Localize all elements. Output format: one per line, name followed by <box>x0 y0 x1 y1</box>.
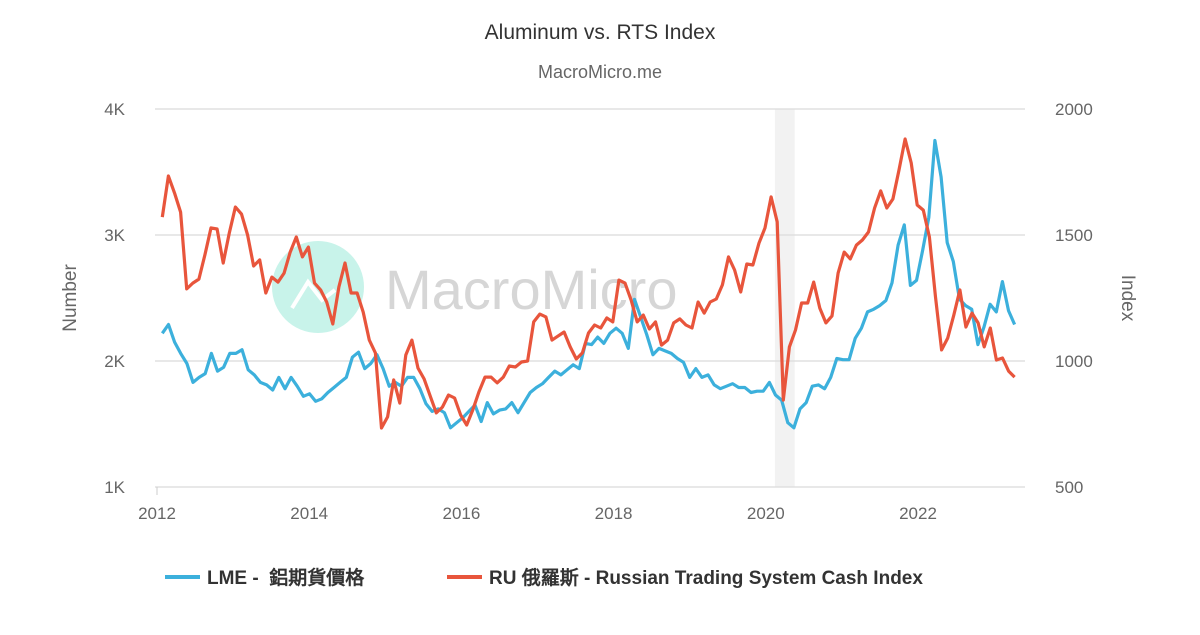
legend-label-rts: RU 俄羅斯 - Russian Trading System Cash Ind… <box>489 566 923 589</box>
x-tick-label: 2014 <box>290 504 328 523</box>
shaded-range <box>774 109 795 487</box>
legend: LME - 鋁期貨價格 RU 俄羅斯 - Russian Trading Sys… <box>165 566 923 589</box>
chart-title: Aluminum vs. RTS Index <box>485 21 716 44</box>
y-left-tick-label: 3K <box>104 226 125 245</box>
y-axis-left-title: Number <box>60 264 81 332</box>
legend-item-rts[interactable]: RU 俄羅斯 - Russian Trading System Cash Ind… <box>447 566 923 589</box>
y-left-tick-label: 4K <box>104 100 125 119</box>
series-line-rts <box>160 137 1016 430</box>
x-tick-label: 2012 <box>138 504 176 523</box>
x-tick-label: 2018 <box>595 504 633 523</box>
legend-label-lme: LME - 鋁期貨價格 <box>207 566 365 589</box>
legend-item-lme[interactable]: LME - 鋁期貨價格 <box>165 566 365 589</box>
y-right-tick-label: 2000 <box>1055 100 1093 119</box>
y-left-tick-label: 1K <box>104 478 125 497</box>
y-left-tick-label: 2K <box>104 352 125 371</box>
y-axis-right: 2000 1500 1000 500 <box>1055 100 1093 497</box>
x-tick-label: 2016 <box>442 504 480 523</box>
y-axis-left: 4K 3K 2K 1K <box>104 100 125 497</box>
gridlines <box>155 108 1025 488</box>
y-right-tick-label: 1000 <box>1055 352 1093 371</box>
y-right-tick-label: 1500 <box>1055 226 1093 245</box>
x-tick-label: 2022 <box>899 504 937 523</box>
chart-subtitle: MacroMicro.me <box>538 62 662 82</box>
y-right-tick-label: 500 <box>1055 478 1083 497</box>
series-lines <box>160 137 1017 430</box>
x-tick-label: 2020 <box>747 504 785 523</box>
recession-shading <box>774 109 795 487</box>
y-axis-right-title: Index <box>1117 275 1138 322</box>
x-axis: 2012 2014 2016 2018 2020 2022 <box>138 487 937 523</box>
watermark-logo-mark-icon <box>290 278 337 310</box>
series-line-lme <box>160 138 1017 430</box>
